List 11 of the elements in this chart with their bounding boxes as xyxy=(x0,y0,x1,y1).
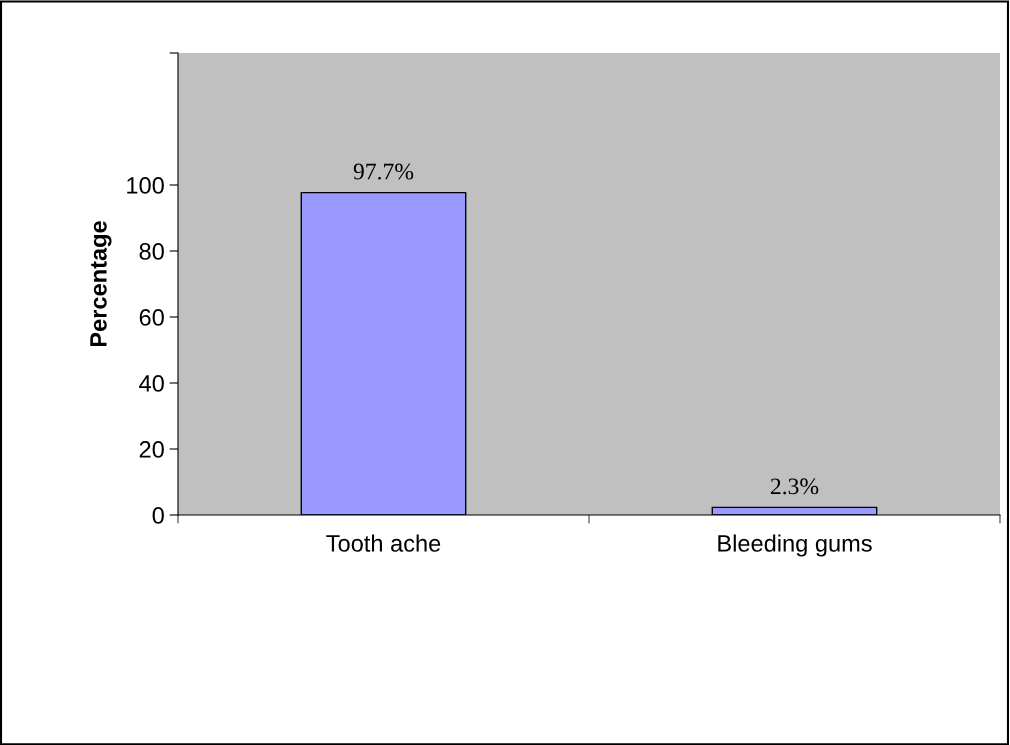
data-label: 2.3% xyxy=(770,478,819,495)
y-tick-label: 40 xyxy=(139,375,164,392)
y-tick-label: 60 xyxy=(139,309,164,326)
x-tick-label: Tooth ache xyxy=(326,534,441,552)
y-tick-label: 0 xyxy=(152,507,164,524)
x-tick-label: Bleeding gums xyxy=(718,534,872,557)
y-tick-label: 80 xyxy=(139,243,164,260)
y-tick-label: 20 xyxy=(139,441,164,458)
y-tick-label: 100 xyxy=(127,177,164,194)
data-label: 97.7% xyxy=(353,163,414,180)
y-axis-title: Percentage xyxy=(90,221,112,347)
